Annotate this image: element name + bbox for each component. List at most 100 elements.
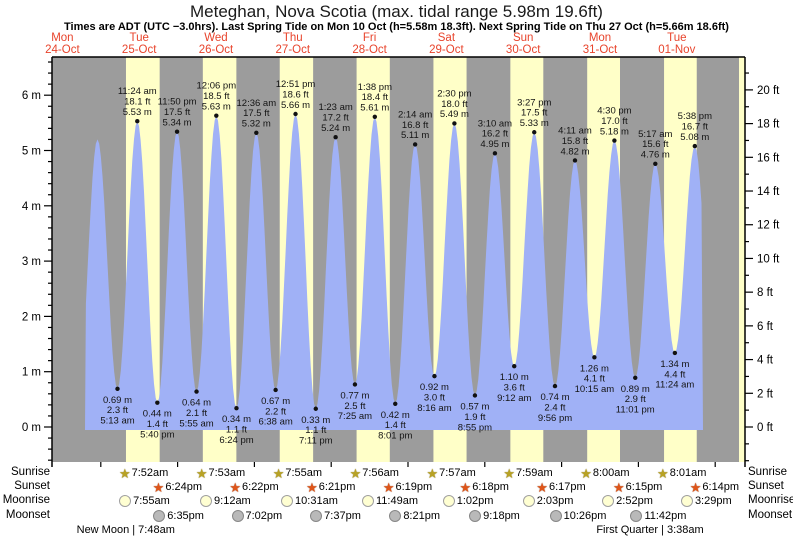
plot-text: 7:11 pm — [299, 436, 333, 447]
day-label: Sat 29-Oct — [404, 32, 488, 56]
low-tide-dot — [592, 355, 597, 360]
high-tide-dot — [612, 138, 617, 143]
low-tide-dot — [313, 406, 318, 411]
plot-text: 5.61 m — [360, 103, 389, 114]
plot-text: 0 ft — [757, 422, 774, 434]
plot-text: 4.4 ft — [664, 369, 685, 380]
moonset-time: 8:21pm — [403, 510, 441, 522]
day-name: Thu — [282, 32, 303, 44]
moonrise-marker: 3:29pm — [680, 494, 732, 508]
moonrise-icon — [442, 495, 455, 507]
plot-text: 18.1 ft — [124, 97, 151, 108]
plot-text: 2.4 ft — [544, 402, 565, 413]
sunrise-time: 7:52am — [131, 467, 169, 479]
chart-subtitle: Times are ADT (UTC −3.0hrs). Last Spring… — [64, 21, 729, 33]
low-tide-dot — [115, 386, 120, 392]
high-tide-dot — [412, 142, 418, 147]
plot-text: 0.67 m — [261, 396, 290, 407]
day-name: Mon — [51, 32, 74, 44]
low-tide-dot — [352, 382, 358, 387]
day-date: 29-Oct — [429, 43, 464, 56]
sunrise-marker: ★ 7:57am — [426, 466, 475, 480]
moonrise-icon — [522, 495, 535, 507]
plot-text: 2.5 ft — [344, 401, 365, 412]
low-tide-dot — [194, 389, 199, 394]
sunrise-icon: ★ — [349, 465, 362, 481]
sunset-time: 6:19pm — [395, 481, 433, 493]
sunset-marker: ★ 6:19pm — [383, 480, 432, 494]
moonset-marker: 8:21pm — [389, 509, 440, 523]
sunset-time: 6:14pm — [702, 481, 740, 493]
sunset-time: 6:15pm — [625, 481, 663, 493]
moonrise-marker: 7:55am — [119, 494, 170, 508]
plot-text: 5.49 m — [440, 109, 469, 120]
day-label: Fri 28-Oct — [328, 32, 412, 56]
day-date: 01-Nov — [658, 43, 696, 56]
day-name: Tue — [129, 32, 149, 44]
sunset-row-label-right: Sunset — [748, 480, 784, 492]
moonrise-row-label-left: Moonrise — [2, 494, 50, 506]
plot-text: 1:38 pm — [358, 82, 392, 93]
high-tide-dot — [452, 121, 457, 126]
plot-text: 0.34 m — [222, 414, 251, 425]
sunrise-time: 7:53am — [208, 467, 246, 479]
moonset-icon — [630, 510, 643, 522]
sunrise-icon: ★ — [426, 465, 439, 481]
sunset-icon: ★ — [536, 479, 548, 495]
moonset-icon — [310, 510, 323, 522]
high-tide-dot — [372, 114, 378, 119]
sunrise-time: 8:00am — [592, 467, 630, 479]
moonset-icon — [549, 510, 562, 522]
plot-text: 0 m — [22, 422, 41, 434]
moonset-icon — [469, 510, 482, 522]
moonrise-marker: 10:31am — [281, 494, 338, 508]
plot-text: 2.9 ft — [625, 394, 646, 405]
plot-text: 12 ft — [757, 220, 780, 232]
plot-text: 4 m — [22, 201, 41, 213]
plot-text: 0.92 m — [420, 382, 449, 393]
plot-text: 1:23 am — [318, 102, 352, 113]
moonset-time: 11:42pm — [644, 510, 687, 522]
moonset-time: 9:18pm — [483, 510, 520, 522]
moonrise-icon — [362, 495, 374, 507]
day-name: Tue — [667, 32, 687, 44]
plot-text: 2.2 ft — [265, 406, 286, 417]
plot-text: 2.3 ft — [107, 405, 128, 416]
high-tide-dot — [692, 143, 698, 149]
sunset-marker: ★ 6:22pm — [229, 480, 278, 494]
sunrise-marker: ★ 7:59am — [503, 466, 552, 480]
moonset-icon — [153, 510, 166, 522]
plot-text: 3 m — [22, 256, 41, 268]
moonset-marker: 10:26pm — [549, 509, 606, 523]
low-tide-dot — [552, 383, 558, 389]
plot-text: 5:38 pm — [678, 111, 712, 122]
plot-text: 12:36 am — [237, 98, 277, 109]
moonrise-icon — [680, 495, 693, 507]
plot-text: 2 ft — [757, 388, 774, 400]
high-tide-dot — [653, 161, 658, 166]
plot-text: 5.32 m — [242, 119, 271, 130]
sunset-marker: ★ 6:17pm — [536, 480, 585, 494]
high-tide-dot — [572, 158, 578, 163]
plot-text: 5.33 m — [520, 118, 549, 129]
plot-text: 1.10 m — [500, 372, 529, 383]
low-tide-dot — [432, 373, 437, 379]
low-tide-dot — [633, 375, 638, 380]
sunset-icon: ★ — [306, 479, 318, 495]
day-name: Fri — [362, 32, 377, 44]
plot-text: 4:30 pm — [597, 106, 631, 117]
moonrise-time: 10:31am — [295, 495, 338, 507]
plot-text: 4.95 m — [480, 139, 509, 150]
sunrise-time: 7:59am — [516, 467, 553, 479]
moonrise-icon — [119, 495, 132, 507]
plot-text: 20 ft — [757, 85, 780, 97]
low-tide-dot — [273, 387, 278, 393]
plot-text: 5.18 m — [600, 126, 629, 137]
first-quarter-label: First Quarter | 3:38am — [596, 524, 704, 536]
moonrise-marker: 11:49am — [362, 494, 418, 508]
plot-text: 5.08 m — [680, 132, 709, 143]
high-tide-dot — [135, 118, 140, 124]
day-name: Mon — [588, 32, 612, 44]
plot-text: 11:24 am — [118, 86, 157, 97]
moonrise-time: 2:03pm — [536, 495, 574, 507]
